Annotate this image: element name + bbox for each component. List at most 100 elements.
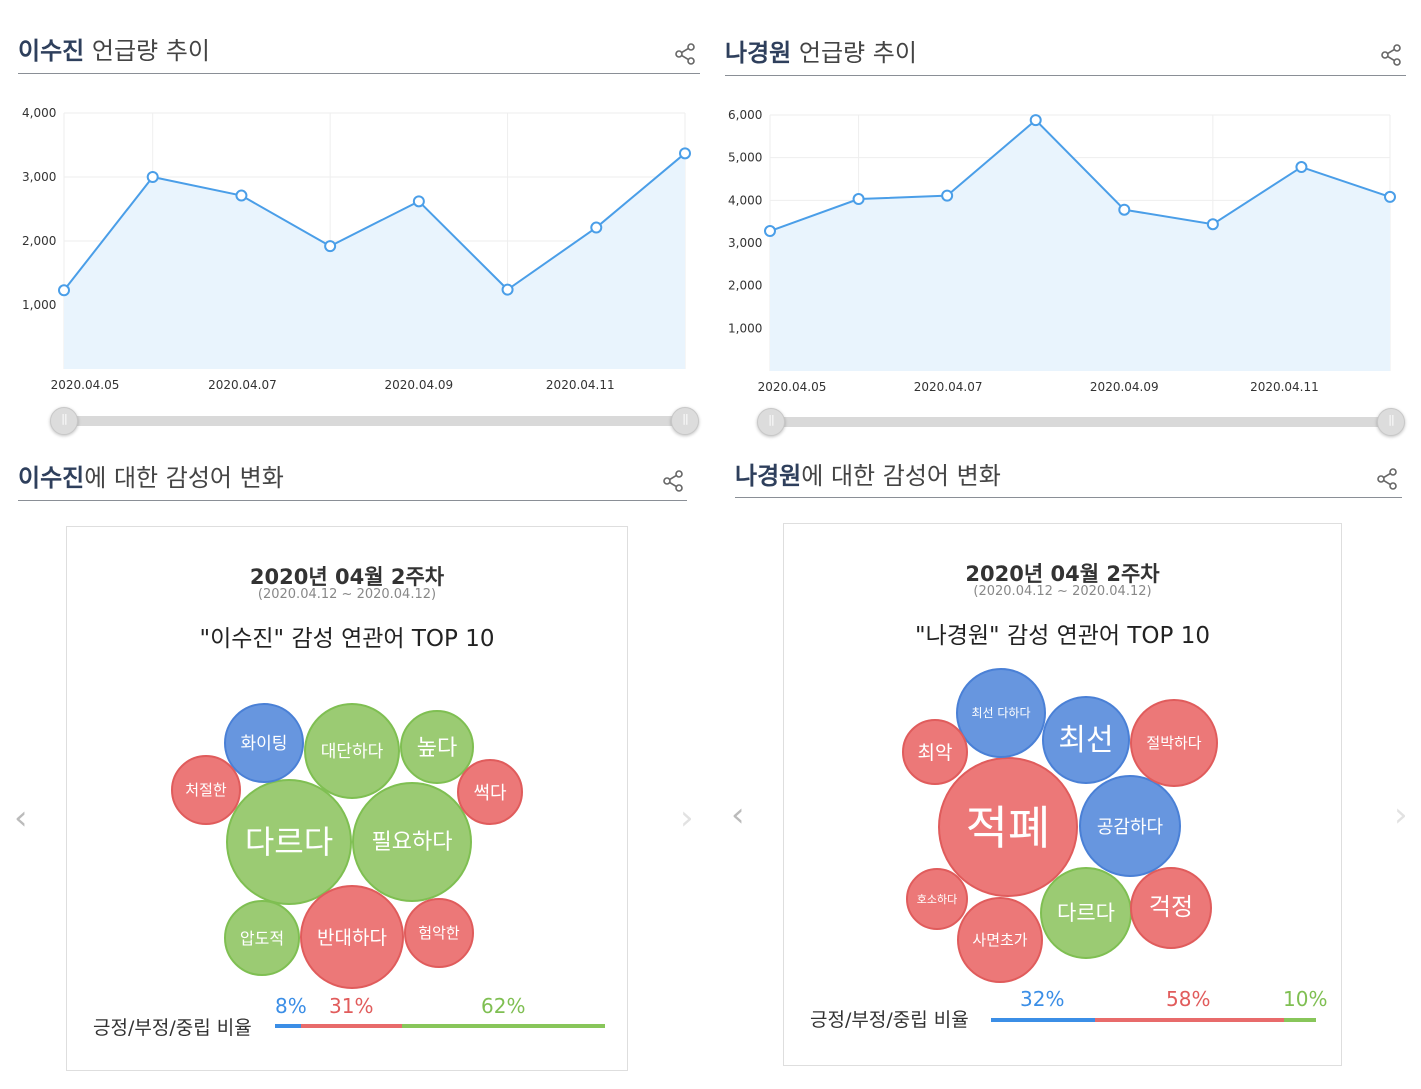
slider-handle-start[interactable]	[50, 407, 78, 435]
data-point	[679, 147, 691, 160]
y-tick-label: 3,000	[22, 170, 56, 184]
ratio-label: 긍정/부정/중립 비율	[93, 1017, 252, 1039]
bubble-positive[interactable]	[1079, 775, 1181, 877]
mention-trend-chart-left: 1,000 2,000 3,000 4,000 2020.04.05 2020.04.07…	[22, 106, 691, 392]
sentiment-title-name: 이수진	[18, 464, 85, 492]
bubble-positive[interactable]	[956, 668, 1046, 758]
chevron-left-icon[interactable]: ‹	[731, 795, 745, 835]
data-point	[941, 189, 954, 202]
bubble-label: 절박하다	[1146, 734, 1201, 752]
bubble-negative[interactable]	[1130, 867, 1212, 949]
bubble-neutral[interactable]	[224, 900, 300, 976]
bubble-label: 다르다	[1057, 901, 1115, 925]
trend-title-rest: 언급량 추이	[84, 37, 210, 65]
slider-handle-end[interactable]	[671, 407, 699, 435]
data-point	[146, 171, 159, 183]
bubble-negative[interactable]	[957, 897, 1043, 983]
bubble-label: 필요하다	[372, 830, 453, 855]
data-point	[1295, 161, 1308, 174]
neutral-ratio-bar	[402, 1024, 605, 1028]
series-line	[63, 152, 686, 291]
ratio-label: 긍정/부정/중립 비율	[810, 1009, 969, 1031]
card-week: 2020년 04월 2주차	[965, 562, 1160, 586]
x-tick-label: 2020.04.11	[546, 378, 615, 392]
bubble-label: 공감하다	[1097, 817, 1164, 838]
data-point	[1118, 203, 1131, 216]
bubble-negative[interactable]	[300, 885, 404, 989]
card-week: 2020년 04월 2주차	[249, 565, 445, 589]
bubble-label: 최선	[1058, 723, 1113, 758]
x-tick-label: 2020.04.07	[914, 380, 983, 394]
slider-handle-start[interactable]	[757, 408, 785, 436]
bubble-positive[interactable]	[224, 703, 304, 783]
word-bubble-chart: 적폐 공감하다 최선 최선 다하다 절박하다 다르다 사면초가 걱정 최악 호소…	[902, 668, 1218, 983]
data-point	[324, 240, 337, 253]
negative-ratio: 58%	[1166, 987, 1211, 1011]
bubble-label: 다르다	[245, 823, 333, 861]
bubble-negative[interactable]	[404, 898, 474, 968]
bubble-label: 반대하다	[317, 927, 387, 949]
bubble-label: 험악한	[418, 924, 460, 942]
card-range: (2020.04.12 ~ 2020.04.12)	[257, 587, 437, 602]
section-divider	[725, 75, 1406, 76]
sentiment-title-rest: 에 대한 감성어 변화	[84, 464, 284, 492]
x-tick-label: 2020.04.11	[1250, 380, 1319, 394]
bubble-label: 압도적	[240, 929, 284, 948]
slider-handle-end[interactable]	[1377, 408, 1405, 436]
bubble-positive[interactable]	[1042, 696, 1130, 784]
chevron-left-icon[interactable]: ‹	[14, 798, 28, 838]
share-icon[interactable]	[1375, 467, 1399, 491]
y-tick-label: 5,000	[728, 151, 762, 165]
sentiment-card-left: 2020년 04월 2주차 (2020.04.12 ~ 2020.04.12) …	[66, 526, 628, 1071]
neutral-ratio: 10%	[1283, 987, 1328, 1011]
data-point	[235, 189, 248, 202]
area-fill	[770, 120, 1390, 372]
neutral-ratio: 62%	[481, 994, 526, 1018]
chevron-right-icon[interactable]: ›	[680, 798, 694, 838]
bubble-negative[interactable]	[906, 868, 968, 930]
share-icon[interactable]	[673, 42, 697, 66]
share-icon[interactable]	[1379, 43, 1403, 67]
bubble-neutral[interactable]	[304, 703, 400, 799]
bubble-label: 최선 다하다	[971, 706, 1030, 720]
card-top-title: "나경원" 감성 연관어 TOP 10	[915, 623, 1210, 649]
chevron-right-icon[interactable]: ›	[1394, 795, 1408, 835]
x-tick-label: 2020.04.07	[208, 378, 277, 392]
data-point	[1206, 218, 1219, 231]
data-point	[852, 193, 865, 206]
sentiment-title-left: 이수진에 대한 감성어 변화	[18, 458, 284, 493]
bubble-label: 걱정	[1149, 893, 1193, 921]
bubble-negative[interactable]	[902, 719, 968, 785]
sentiment-title-rest: 에 대한 감성어 변화	[801, 462, 1001, 490]
bubble-label: 처절한	[185, 781, 227, 799]
y-tick-label: 3,000	[728, 236, 762, 250]
bubble-neutral[interactable]	[226, 779, 352, 905]
data-point	[58, 284, 70, 297]
card-range: (2020.04.12 ~ 2020.04.12)	[973, 584, 1152, 599]
bubble-negative[interactable]	[938, 757, 1078, 897]
bubble-neutral[interactable]	[352, 782, 472, 902]
y-tick-label: 2,000	[22, 234, 56, 248]
bubble-label: 적폐	[966, 801, 1051, 855]
bubble-label: 화이팅	[241, 734, 288, 754]
neutral-ratio-bar	[1283, 1018, 1316, 1022]
y-tick-label: 4,000	[22, 106, 56, 120]
y-tick-label: 1,000	[728, 321, 762, 335]
positive-ratio: 32%	[1020, 987, 1065, 1011]
date-range-slider[interactable]	[768, 417, 1392, 427]
bubble-label: 높다	[417, 736, 457, 761]
share-icon[interactable]	[661, 469, 685, 493]
trend-title-left: 이수진 언급량 추이	[18, 31, 210, 66]
bubble-negative[interactable]	[171, 755, 241, 825]
bubble-negative[interactable]	[457, 759, 523, 825]
mention-trend-chart-right: 1,000 2,000 3,000 4,000 5,000 6,000 2020.04.05…	[728, 108, 1396, 394]
x-tick-label: 2020.04.09	[384, 378, 453, 392]
bubble-neutral[interactable]	[400, 710, 474, 784]
date-range-slider[interactable]	[62, 416, 688, 426]
bubble-label: 최악	[918, 742, 953, 764]
bubble-negative[interactable]	[1130, 699, 1218, 787]
negative-ratio-bar	[301, 1024, 403, 1028]
data-point	[590, 221, 603, 234]
area-fill	[64, 153, 685, 369]
negative-ratio-bar	[1095, 1018, 1284, 1022]
